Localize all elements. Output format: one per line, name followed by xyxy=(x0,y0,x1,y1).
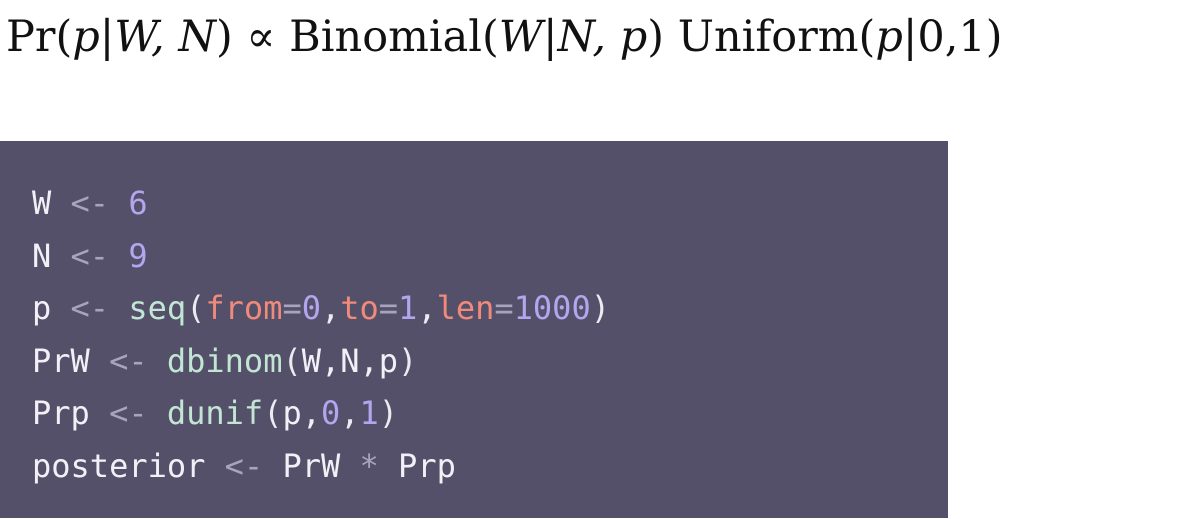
code-token: posterior xyxy=(32,446,206,485)
code-token: 9 xyxy=(128,236,148,275)
code-token xyxy=(109,289,128,327)
code-line: posterior <- PrW * Prp xyxy=(32,440,610,493)
code-token xyxy=(51,289,70,327)
formula-p: p xyxy=(72,12,100,62)
code-token: 1 xyxy=(359,394,379,432)
code-token: = xyxy=(494,289,514,327)
code-token: * xyxy=(359,446,379,485)
formula-binom-args: N, p xyxy=(557,12,648,62)
code-token: ( xyxy=(186,289,206,327)
code-token: <- xyxy=(70,184,110,222)
formula-lhs-close: ) xyxy=(215,12,233,62)
formula-space xyxy=(664,12,678,62)
formula-unif-close: ) xyxy=(985,12,1003,62)
code-line: N <- 9 xyxy=(32,230,610,283)
code-token xyxy=(90,394,109,432)
code-line: PrW <- dbinom(W,N,p) xyxy=(32,335,610,388)
code-token: , xyxy=(417,289,437,327)
code-token: len xyxy=(436,289,495,327)
formula-lhs-args: W, N xyxy=(114,12,216,62)
formula-heading: Pr(p|W, N) ∝ Binomial(W|N, p) Uniform(p|… xyxy=(6,0,1003,74)
code-token: Prp xyxy=(32,394,90,432)
code-token: <- xyxy=(224,446,264,485)
code-line: Prp <- dunif(p,0,1) xyxy=(32,387,610,440)
code-token: , xyxy=(340,394,360,432)
code-token xyxy=(379,447,398,485)
formula-binom-bar: | xyxy=(543,12,558,62)
formula-uniform: Uniform( xyxy=(677,12,876,62)
code-token: 1000 xyxy=(513,289,591,327)
code-token: = xyxy=(378,289,399,327)
code-token xyxy=(51,237,70,275)
code-token: <- xyxy=(109,394,148,432)
code-token: , xyxy=(320,289,341,327)
code-token xyxy=(90,342,109,380)
code-token: 6 xyxy=(128,184,148,222)
code-token: p xyxy=(32,289,52,327)
code-token: <- xyxy=(70,289,110,327)
code-token: ) xyxy=(378,394,399,432)
formula-binom-w: W xyxy=(498,12,543,62)
code-token xyxy=(205,447,224,485)
code-token xyxy=(109,237,128,275)
code-token: <- xyxy=(109,341,148,380)
code-token: dbinom xyxy=(166,341,283,380)
code-token: Prp xyxy=(398,446,456,485)
formula-unif-args: 0,1 xyxy=(917,12,986,62)
code-token: to xyxy=(340,289,379,327)
code-token xyxy=(109,184,128,222)
code-token: N xyxy=(32,236,52,275)
code-token xyxy=(340,447,359,485)
code-token: ( xyxy=(282,341,302,380)
code-token: W xyxy=(32,184,52,222)
formula-unif-p: p xyxy=(875,12,903,62)
code-token: W,N,p xyxy=(301,341,399,380)
code-line: p <- seq(from=0,to=1,len=1000) xyxy=(32,282,610,335)
code-token: = xyxy=(282,289,302,327)
code-token: 0 xyxy=(320,394,341,432)
code-token: 1 xyxy=(398,289,418,327)
formula-binom-close: ) xyxy=(647,12,665,62)
code-token xyxy=(148,342,167,380)
code-token: PrW xyxy=(282,446,341,485)
code-line: W <- 6 xyxy=(32,177,610,230)
formula-binomial: Binomial( xyxy=(289,12,499,62)
code-token: <- xyxy=(70,236,110,275)
code-token: dunif xyxy=(166,394,264,432)
code-token xyxy=(51,184,70,222)
formula-proportional: ∝ xyxy=(232,12,290,62)
formula-unif-bar: | xyxy=(902,12,918,62)
code-token: from xyxy=(205,289,283,327)
code-token: ) xyxy=(590,289,610,327)
code-token: PrW xyxy=(32,341,90,380)
formula-bar: | xyxy=(99,12,115,62)
code-token: ) xyxy=(398,341,418,380)
code-token xyxy=(263,447,282,485)
code-token xyxy=(148,394,167,432)
code-token: seq xyxy=(128,289,187,327)
code-token: 0 xyxy=(301,289,321,327)
code-token: ( xyxy=(263,394,283,432)
code-token: p, xyxy=(282,394,321,432)
formula-pr: Pr( xyxy=(6,12,73,62)
